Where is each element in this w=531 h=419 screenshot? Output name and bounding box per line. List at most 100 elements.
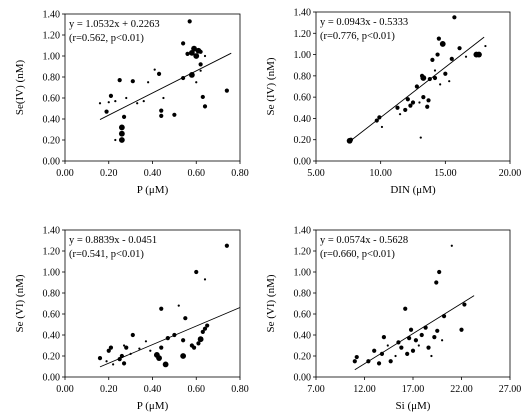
y-tick-label: 1.00 xyxy=(294,268,312,279)
data-point xyxy=(394,354,397,358)
x-tick-label: 0.40 xyxy=(144,168,162,179)
data-point xyxy=(448,80,451,83)
data-point xyxy=(181,338,186,343)
y-tick-label: 0.20 xyxy=(43,136,61,147)
data-point xyxy=(196,341,201,346)
x-tick-label: 0.80 xyxy=(231,168,249,179)
data-point xyxy=(117,78,122,83)
data-point xyxy=(366,359,371,364)
data-point xyxy=(122,344,126,347)
regression-stats: (r=0.660, p<0.01) xyxy=(320,249,395,260)
data-point xyxy=(419,136,422,139)
y-tick-label: 0.20 xyxy=(294,352,312,363)
data-point xyxy=(156,355,162,361)
data-point xyxy=(200,329,205,334)
data-point xyxy=(183,316,188,321)
data-point xyxy=(107,101,110,104)
equation-backing xyxy=(68,16,180,46)
data-point xyxy=(195,81,198,84)
data-point xyxy=(425,104,430,109)
data-point xyxy=(439,83,442,86)
data-point xyxy=(197,336,204,343)
data-point xyxy=(414,84,419,89)
data-point xyxy=(162,361,169,368)
data-point xyxy=(399,345,404,350)
data-point xyxy=(194,269,199,275)
regression-stats: (r=0.776, p<0.01) xyxy=(320,31,395,42)
data-point xyxy=(121,361,127,366)
trendline xyxy=(99,52,232,120)
y-tick-label: 0.00 xyxy=(294,157,312,168)
data-point xyxy=(202,104,208,109)
data-point xyxy=(376,361,382,366)
data-point xyxy=(117,357,122,362)
data-point xyxy=(434,280,439,285)
data-point xyxy=(449,56,454,61)
data-point xyxy=(198,49,203,54)
x-tick-label: 15.00 xyxy=(434,168,457,179)
trendline xyxy=(354,295,475,371)
chart-panel-1: 0.00 0.20 0.40 0.60 0.80 1.00 1.20 1.40 0.00 0.20… xyxy=(14,10,249,197)
data-point xyxy=(450,244,453,247)
x-tick-label: 20.00 xyxy=(499,168,522,179)
data-point xyxy=(172,332,177,338)
y-tick-label: 1.40 xyxy=(294,8,312,19)
equation-backing xyxy=(319,232,431,262)
x-tick-label: 0.00 xyxy=(56,384,74,395)
data-point xyxy=(432,335,437,340)
data-point xyxy=(410,100,416,105)
regression-equation: y = 0.0943x - 0.5333 xyxy=(320,17,408,28)
data-point xyxy=(405,351,410,356)
regression-equation: y = 1.0532x + 0.2263 xyxy=(69,19,160,30)
data-point xyxy=(464,55,468,58)
x-tick-label: 0.20 xyxy=(100,168,118,179)
y-tick-label: 0.60 xyxy=(43,310,61,321)
data-point xyxy=(462,302,467,307)
data-point xyxy=(419,332,424,338)
data-point xyxy=(118,124,125,131)
data-point xyxy=(172,112,177,117)
data-point xyxy=(408,103,413,108)
data-point xyxy=(377,115,382,120)
data-point xyxy=(437,269,442,275)
x-tick-label: 0.80 xyxy=(231,384,249,395)
chart-panel-2: 0.00 0.20 0.40 0.60 0.80 1.00 1.20 1.40 5.00 10.0… xyxy=(265,8,521,197)
data-point xyxy=(198,62,203,67)
data-point xyxy=(108,93,114,98)
y-axis-title: Se (VI) (nM) xyxy=(14,274,26,332)
data-point xyxy=(121,114,127,119)
regression-stats: (r=0.562, p<0.01) xyxy=(69,33,144,44)
data-point xyxy=(452,15,457,20)
data-point xyxy=(193,53,200,59)
x-axis-title: P (μM) xyxy=(137,184,169,196)
data-point xyxy=(439,41,446,47)
y-tick-label: 1.00 xyxy=(294,50,312,61)
data-point xyxy=(435,52,440,57)
y-axis-title: Se (VI) (nM) xyxy=(265,274,277,332)
data-point xyxy=(379,351,385,356)
y-tick-label: 1.20 xyxy=(43,247,61,258)
data-point xyxy=(421,95,426,100)
data-point xyxy=(354,354,359,360)
data-point xyxy=(200,94,205,100)
x-tick-label: 17.00 xyxy=(402,384,425,395)
data-point xyxy=(188,72,195,78)
y-tick-label: 0.60 xyxy=(294,93,312,104)
data-point xyxy=(118,137,125,143)
data-point xyxy=(224,88,229,93)
data-point xyxy=(124,345,129,350)
data-point xyxy=(129,352,132,355)
data-point xyxy=(433,69,437,72)
data-point xyxy=(159,113,164,118)
data-point xyxy=(408,327,414,332)
data-point xyxy=(352,359,357,364)
y-tick-label: 0.00 xyxy=(294,373,312,384)
x-tick-label: 0.60 xyxy=(188,168,206,179)
x-tick-label: 22.00 xyxy=(450,384,473,395)
y-tick-label: 0.20 xyxy=(294,135,312,146)
data-point xyxy=(405,97,410,102)
y-axis-title: Se(IV) (nM) xyxy=(14,60,26,116)
chart-panel-3: 0.00 0.20 0.40 0.60 0.80 1.00 1.20 1.40 0.00 0.20… xyxy=(14,226,249,413)
data-point xyxy=(114,100,117,103)
data-point xyxy=(395,105,400,110)
